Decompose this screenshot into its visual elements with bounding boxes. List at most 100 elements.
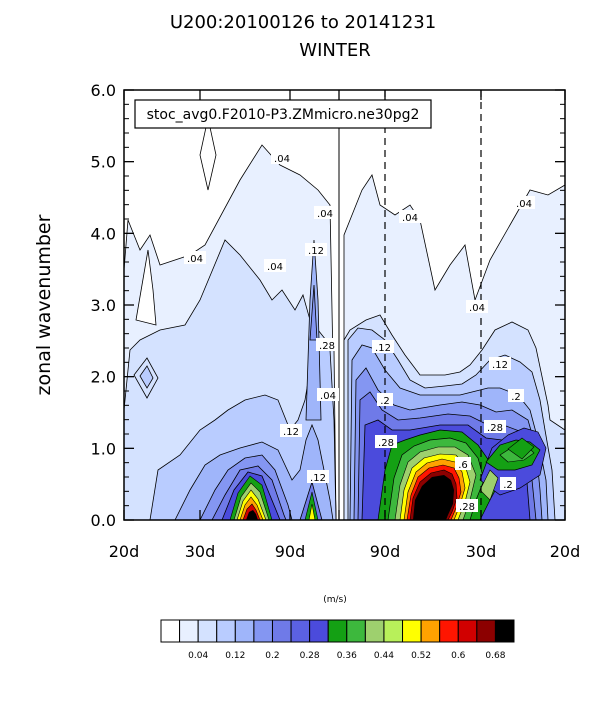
contour-label: .04 [466,300,488,314]
y-axis: 0.0 1.0 2.0 3.0 4.0 5.0 6.0 [91,81,565,530]
colorbar-units: (m/s) [323,595,347,605]
y-tick-label: 4.0 [91,224,116,243]
contour-label-text: .04 [317,209,333,220]
y-tick-label: 3.0 [91,296,116,315]
colorbar-swatch [439,619,459,643]
colorbar-tick-label: 0.12 [225,651,245,661]
colorbar-swatch [309,619,329,643]
colorbar-tick-label: 0.68 [485,651,505,661]
y-tick-label: 2.0 [91,368,116,387]
contour-label: .6 [455,457,471,471]
contour-label-bg [372,340,394,353]
contour-label-text: .04 [267,262,283,273]
contour-label-bg [377,393,393,406]
chart-subtitle: WINTER [299,40,370,61]
contour-label-text: .2 [511,392,521,403]
y-tick-label: 6.0 [91,81,116,100]
colorbar-tick-label: 0.6 [451,651,466,661]
contour-label-text: .12 [310,473,326,484]
x-tick-label: 30d [185,542,216,561]
colorbar-swatch [179,619,199,643]
contour-label-bg [456,499,478,512]
contour-fill [246,510,258,520]
contour-fill [479,469,499,501]
colorbar-tick-label: 0.28 [300,651,320,661]
contour-label-bg [264,259,286,272]
colorbar: 0.04 0.12 0.2 0.28 0.36 0.44 0.52 0.6 0.68 [160,619,515,661]
y-tick-label: 5.0 [91,153,116,172]
contour-label: .28 [456,499,478,513]
colorbar-tick-label: 0.2 [265,651,279,661]
contour-label-bg [508,389,524,402]
contour-label-text: .04 [320,391,336,402]
contour-label-text: .12 [283,427,299,438]
contour-label-text: .28 [378,438,394,449]
contour-fill [413,475,454,520]
contour-fill [139,365,154,389]
contour-label-text: .12 [492,360,508,371]
x-tick-label: 20d [550,542,581,561]
contour-label: .28 [484,420,506,434]
contour-label-text: .28 [319,341,335,352]
contour-label-bg [500,477,516,490]
contour-label-bg [399,210,421,223]
contour-label: .12 [372,340,394,354]
contour-label: .28 [316,338,338,352]
contour-label-text: .6 [458,460,468,471]
contour-label-text: .28 [459,502,475,513]
colorbar-swatch [364,619,385,643]
colorbar-swatch [160,619,181,643]
chart-title: U200:20100126 to 20141231 [170,12,436,33]
contour-label: .12 [489,357,511,371]
experiment-label-box [134,99,432,129]
contour-label-bg [484,420,506,433]
x-tick-label: 30d [466,542,497,561]
contour-label: .12 [305,243,327,257]
contour-label-bg [314,206,336,219]
contour-label-bg [316,338,338,351]
colorbar-swatch [420,619,441,643]
colorbar-tick-label: 0.52 [411,651,431,661]
contour-label-text: .2 [380,396,390,407]
contour-label: .12 [280,424,302,438]
colorbar-swatch [457,619,478,643]
contour-label: .04 [264,259,286,273]
contour-label-bg [184,251,206,264]
contour-label-text: .12 [308,246,324,257]
colorbar-swatch [197,619,218,643]
colorbar-tick-label: 0.36 [337,651,357,661]
contour-label-text: .12 [375,343,391,354]
contour-labels: .04 .04 .04 .04 .04 .04 .04 .04 .12 .12 .12 .12 .12.… [184,151,535,513]
x-tick-label: 90d [370,542,401,561]
contour-label-text: .04 [402,213,418,224]
colorbar-swatch [271,619,292,643]
contour-label-bg [489,357,511,370]
colorbar-swatch [494,619,515,643]
experiment-label: stoc_avg0.F2010-P3.ZMmicro.ne30pg2 [147,107,420,123]
colorbar-tick-label: 0.04 [188,651,208,661]
colorbar-swatch [216,619,236,643]
contour-label-bg [466,300,488,313]
contour-label-bg [305,243,327,256]
colorbar-swatch [253,619,273,643]
y-tick-label: 0.0 [91,511,116,530]
contour-fill [199,117,217,191]
contour-fill [507,437,535,460]
contour-fill [135,249,157,326]
contour-label: .2 [377,393,393,407]
colorbar-swatch [327,619,348,643]
x-tick-label: 20d [109,542,140,561]
colorbar-tick-label: 0.44 [374,651,394,661]
y-tick-label: 1.0 [91,439,116,458]
contour-fill [308,503,316,520]
plot-area [124,90,565,520]
colorbar-swatch [234,619,255,643]
contour-label: .12 [307,470,329,484]
contour-label: .04 [314,206,336,220]
contour-label-text: .2 [503,480,513,491]
colorbar-swatch [402,619,422,643]
contour-label-bg [375,435,397,448]
contour-label-bg [513,196,535,209]
contour-label-bg [271,151,293,164]
